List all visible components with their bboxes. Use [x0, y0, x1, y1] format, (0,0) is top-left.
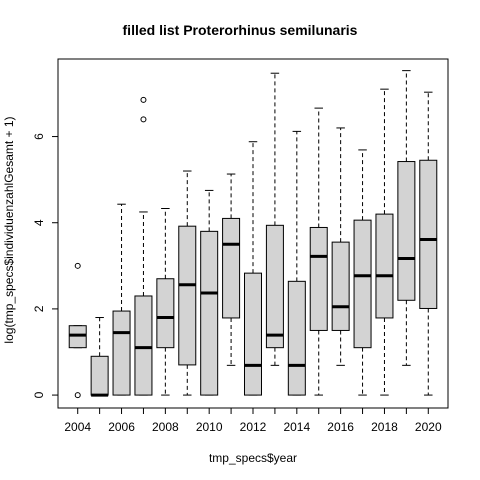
- box-2005: [90, 355, 109, 396]
- x-tick-label: 2016: [327, 420, 354, 434]
- box-2012: [244, 272, 262, 396]
- box-2017: [353, 219, 372, 349]
- box-2008: [156, 278, 175, 349]
- box-2014: [287, 280, 306, 396]
- outlier-point: [140, 96, 147, 103]
- box-2015: [309, 226, 328, 331]
- box-2004: [68, 325, 87, 349]
- outlier-point: [140, 116, 147, 123]
- x-tick-label: 2012: [240, 420, 267, 434]
- x-tick-label: 2018: [371, 420, 398, 434]
- x-tick-label: 2010: [196, 420, 223, 434]
- box-2006: [112, 310, 131, 396]
- chart-title: filled list Proterorhinus semilunaris: [122, 22, 358, 38]
- y-tick-label: 0: [32, 391, 46, 398]
- x-tick-label: 2006: [108, 420, 135, 434]
- outlier-point: [74, 392, 81, 399]
- y-axis-label: log(tmp_specs$individuenzahlGesamt + 1): [2, 116, 16, 344]
- x-axis-label: tmp_specs$year: [208, 451, 298, 465]
- box-2018: [375, 213, 394, 319]
- box-2016: [331, 241, 350, 331]
- box-2009: [178, 225, 197, 366]
- box-2019: [397, 161, 416, 301]
- y-tick-label: 4: [32, 219, 46, 226]
- box-2011: [222, 217, 241, 319]
- box-2010: [200, 230, 219, 396]
- x-tick-label: 2008: [152, 420, 179, 434]
- outlier-point: [74, 262, 81, 269]
- box-2007: [134, 295, 153, 396]
- x-tick-label: 2014: [283, 420, 310, 434]
- x-tick-label: 2020: [415, 420, 442, 434]
- box-2020: [419, 159, 438, 309]
- x-tick-label: 2004: [64, 420, 91, 434]
- y-tick-label: 2: [32, 305, 46, 312]
- y-tick-label: 6: [32, 133, 46, 140]
- box-2013: [265, 224, 284, 349]
